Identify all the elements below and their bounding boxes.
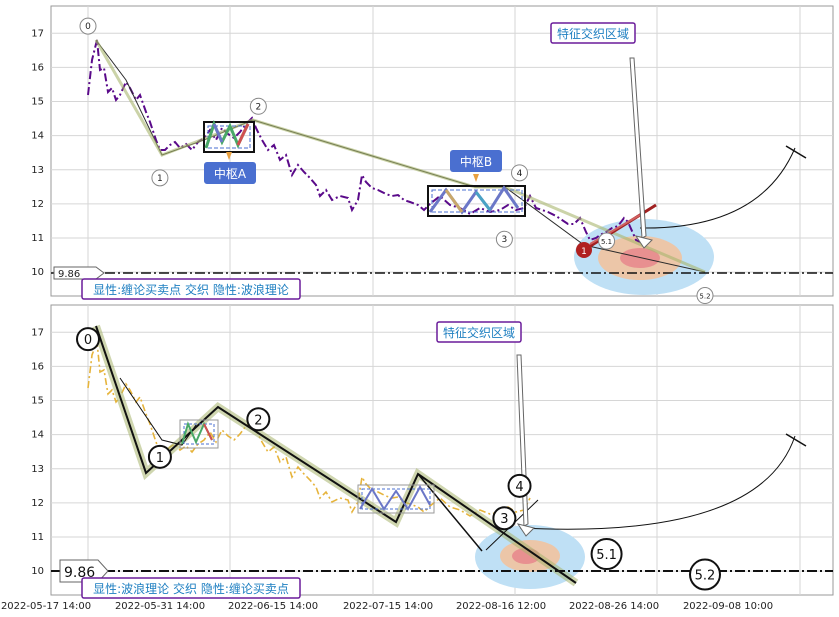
bottom-price-flag-label: 9.86 <box>64 565 95 581</box>
pivot-label-5.2: 5.2 <box>695 569 716 584</box>
zone-label-b-text: 中枢B <box>460 154 492 169</box>
x-tick-label: 2022-06-15 14:00 <box>228 601 318 612</box>
pivot-label-4: 4 <box>517 169 523 179</box>
x-tick-label: 2022-08-26 14:00 <box>569 601 659 612</box>
bottom-arc-cap <box>785 433 807 447</box>
pivot-label-0: 0 <box>84 333 92 348</box>
bottom-wave-line <box>95 325 577 584</box>
pivot-marker-4 <box>507 473 532 498</box>
x-tick-label: 2022-07-15 14:00 <box>343 601 433 612</box>
top-annotation-box <box>550 22 636 44</box>
bottom-annotation-text: 特征交织区域 <box>443 325 515 340</box>
pivot-marker-1 <box>151 169 169 187</box>
pivot-label-5.1: 5.1 <box>596 548 617 563</box>
pivot-marker-0 <box>79 17 97 35</box>
bottom-pivot-box-a <box>179 419 219 449</box>
zone-label-a-text: 中枢A <box>214 166 247 181</box>
bottom-legend-box <box>81 577 301 599</box>
pivot-label-2: 2 <box>254 413 262 428</box>
top-arc-cap <box>785 145 807 159</box>
top-annotation-pointer <box>629 57 653 249</box>
pivot-marker-0 <box>76 327 100 352</box>
pivot-marker-3 <box>495 230 513 248</box>
x-tick-label: 2022-09-08 10:00 <box>683 601 773 612</box>
bottom-legend-text: 显性:波浪理论 交织 隐性:缠论买卖点 <box>93 581 289 596</box>
top-y-tick-label: 10 <box>31 267 44 278</box>
top-y-tick-label: 15 <box>31 97 44 108</box>
top-legend-text: 显性:缠论买卖点 交织 隐性:波浪理论 <box>93 282 289 297</box>
bottom-y-tick-label: 14 <box>31 430 44 441</box>
pivot-marker-2 <box>246 407 271 432</box>
pivot-label-2: 2 <box>255 102 261 112</box>
bottom-y-tick-label: 17 <box>31 327 44 338</box>
bottom-annotation-box <box>436 321 522 343</box>
top-y-ticks: 10 11 12 13 14 15 16 17 <box>31 28 44 278</box>
bottom-x-ticks: 2022-05-17 14:00 2022-05-31 14:00 2022-06-… <box>1 601 773 612</box>
top-grid <box>51 6 833 296</box>
zone-label-a: 中枢A <box>204 152 256 184</box>
pivot-label-1: 1 <box>157 174 163 184</box>
top-y-tick-label: 16 <box>31 62 44 73</box>
pivot-label-3: 3 <box>502 235 508 245</box>
top-price-line <box>87 39 641 243</box>
top-projection-arc <box>639 147 796 229</box>
x-tick-label: 2022-05-17 14:00 <box>1 601 91 612</box>
bottom-projection-arc <box>519 435 796 530</box>
top-marker-label: 1 <box>581 247 587 257</box>
pivot-box-b <box>427 185 526 217</box>
pivot-label-5.1: 5.1 <box>601 238 612 246</box>
top-legend-box <box>81 278 301 300</box>
top-y-tick-label: 12 <box>31 199 44 210</box>
bottom-y-ticks: 10 11 12 13 14 15 16 17 <box>31 327 44 577</box>
top-y-tick-label: 17 <box>31 28 44 39</box>
pivot-label-1: 1 <box>156 451 164 466</box>
bottom-y-tick-label: 13 <box>31 464 44 475</box>
bottom-y-tick-label: 15 <box>31 396 44 407</box>
pivot-marker-1 <box>147 444 172 469</box>
x-tick-label: 2022-05-31 14:00 <box>115 601 205 612</box>
bottom-sub-line <box>417 473 483 552</box>
pivot-marker-3 <box>492 506 517 531</box>
top-y-tick-label: 11 <box>31 233 44 244</box>
bottom-pivot-labels: 0 1 2 3 4 5.1 5.2 <box>76 327 721 591</box>
pivot-label-0: 0 <box>85 22 91 32</box>
bottom-pivot-box-b <box>357 484 435 514</box>
pivot-marker-5.1 <box>590 538 623 571</box>
x-tick-label: 2022-08-16 12:00 <box>456 601 546 612</box>
pivot-marker-5.2 <box>689 558 721 591</box>
bottom-price-flag <box>59 559 109 583</box>
bottom-y-tick-label: 11 <box>31 532 44 543</box>
pivot-marker-4 <box>511 164 529 182</box>
pivot-label-4: 4 <box>515 480 523 495</box>
pivot-label-5.2: 5.2 <box>699 293 710 301</box>
top-annotation-text: 特征交织区域 <box>557 26 629 41</box>
top-y-tick-label: 14 <box>31 131 44 142</box>
pivot-marker-5.1 <box>598 232 616 250</box>
top-wave-shadow <box>94 39 706 274</box>
zone-label-b: 中枢B <box>450 150 502 182</box>
pivot-label-3: 3 <box>500 512 508 527</box>
top-price-flag-label: 9.86 <box>58 269 80 280</box>
bottom-price-line <box>87 341 531 517</box>
top-y-tick-label: 13 <box>31 165 44 176</box>
pivot-marker-2 <box>249 97 267 115</box>
top-pivot-labels: 0 1 2 3 4 5.1 5.2 <box>79 17 714 305</box>
top-price-flag <box>53 266 105 280</box>
bottom-y-tick-label: 12 <box>31 498 44 509</box>
bottom-y-tick-label: 16 <box>31 361 44 372</box>
bottom-y-tick-label: 10 <box>31 566 44 577</box>
pivot-marker-5.2 <box>696 287 714 305</box>
bottom-sub-wave <box>119 377 197 446</box>
